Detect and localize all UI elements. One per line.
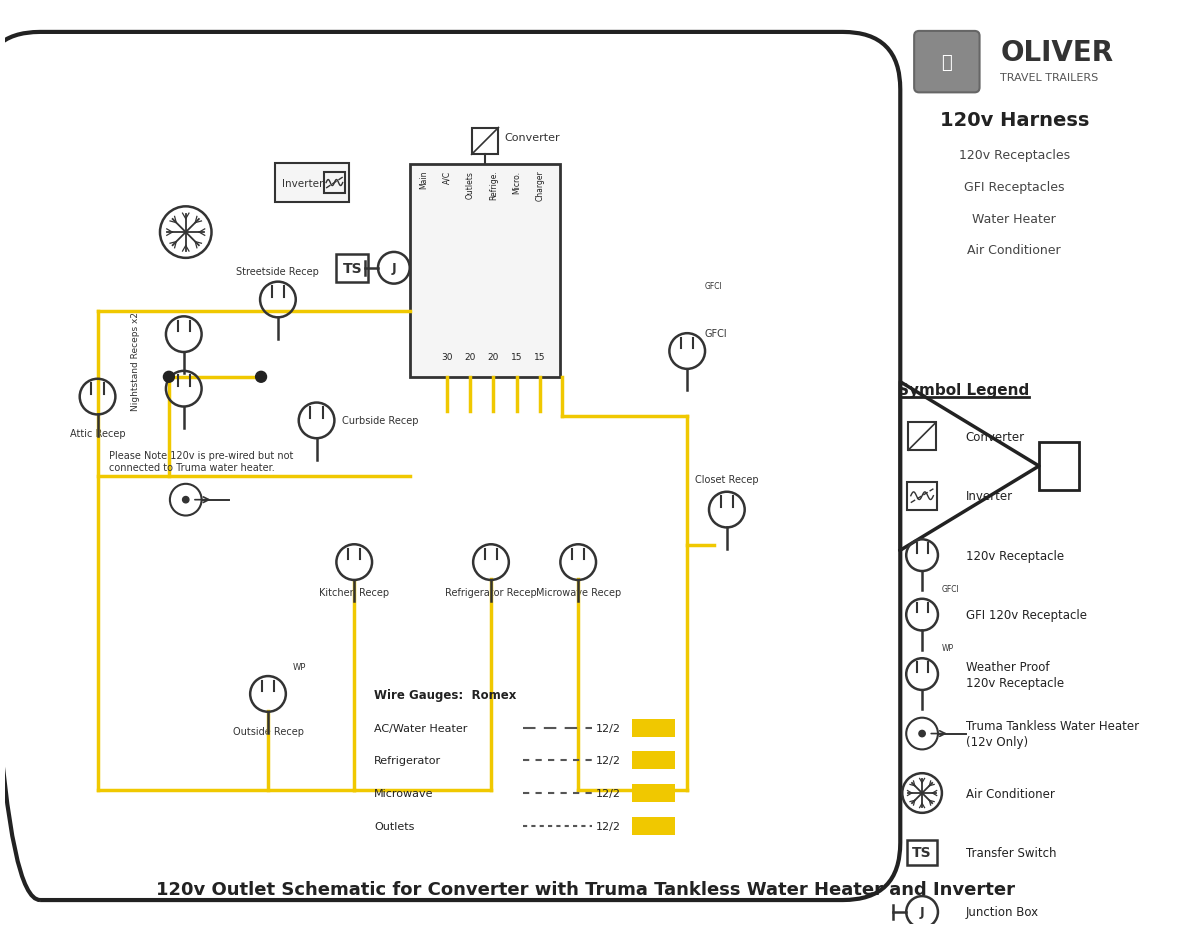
Text: 15: 15 xyxy=(534,353,546,362)
Text: OLIVER: OLIVER xyxy=(1001,39,1114,67)
Text: Attic Recep: Attic Recep xyxy=(70,429,125,439)
Text: ⛵: ⛵ xyxy=(942,54,953,71)
Text: J: J xyxy=(919,906,924,919)
Text: WP: WP xyxy=(293,663,306,671)
Text: 12/2: 12/2 xyxy=(596,723,622,733)
Text: Outside Recep: Outside Recep xyxy=(233,726,304,736)
Text: AC/Water Heater: AC/Water Heater xyxy=(374,723,468,733)
Text: 20: 20 xyxy=(464,353,476,362)
Text: Refrige.: Refrige. xyxy=(488,171,498,200)
Text: GFCI: GFCI xyxy=(706,282,722,290)
Circle shape xyxy=(919,730,925,737)
Text: Kitchen Recep: Kitchen Recep xyxy=(319,587,389,598)
Text: 12/2: 12/2 xyxy=(596,788,622,798)
Text: Water Heater: Water Heater xyxy=(972,213,1056,226)
Text: 15: 15 xyxy=(511,353,522,362)
Circle shape xyxy=(182,497,188,503)
Text: Outlets: Outlets xyxy=(374,821,414,831)
Text: 120v Receptacle: 120v Receptacle xyxy=(966,549,1064,562)
Text: GFI Receptacles: GFI Receptacles xyxy=(964,181,1064,194)
Text: Converter: Converter xyxy=(505,133,560,143)
Text: Please Note 120v is pre-wired but not
connected to Truma water heater.: Please Note 120v is pre-wired but not co… xyxy=(109,451,294,472)
Text: TRAVEL TRAILERS: TRAVEL TRAILERS xyxy=(1001,73,1099,84)
Text: Truma Tankless Water Heater
(12v Only): Truma Tankless Water Heater (12v Only) xyxy=(966,719,1139,748)
FancyBboxPatch shape xyxy=(631,784,676,802)
Text: Symbol Legend: Symbol Legend xyxy=(898,382,1030,397)
Text: 30: 30 xyxy=(442,353,452,362)
Text: Nightstand Receps x2: Nightstand Receps x2 xyxy=(131,312,140,411)
Text: 120v Harness: 120v Harness xyxy=(940,110,1088,130)
Text: Curbside Recep: Curbside Recep xyxy=(342,416,419,426)
Text: GFCI: GFCI xyxy=(942,585,960,593)
Text: Main: Main xyxy=(419,171,428,189)
Text: Streetside Recep: Streetside Recep xyxy=(236,266,319,277)
Text: Microwave Recep: Microwave Recep xyxy=(535,587,620,598)
Text: 12/2: 12/2 xyxy=(596,821,622,831)
Text: Inverter: Inverter xyxy=(282,178,323,188)
Circle shape xyxy=(163,372,174,383)
Text: Inverter: Inverter xyxy=(966,490,1013,503)
FancyBboxPatch shape xyxy=(409,164,560,378)
Text: Air Conditioner: Air Conditioner xyxy=(966,787,1055,800)
Text: Microwave: Microwave xyxy=(374,788,433,798)
Text: Refrigerator Recep: Refrigerator Recep xyxy=(445,587,536,598)
FancyBboxPatch shape xyxy=(631,752,676,769)
Text: TS: TS xyxy=(342,262,362,276)
Text: GFCl: GFCl xyxy=(704,329,727,339)
Text: 120v Receptacles: 120v Receptacles xyxy=(959,149,1070,162)
FancyBboxPatch shape xyxy=(631,817,676,835)
Text: Junction Box: Junction Box xyxy=(966,906,1039,919)
FancyBboxPatch shape xyxy=(275,163,349,203)
Text: TS: TS xyxy=(912,845,932,859)
Text: Transfer Switch: Transfer Switch xyxy=(966,846,1056,859)
Text: Refrigerator: Refrigerator xyxy=(374,755,442,766)
Text: Outlets: Outlets xyxy=(466,171,475,199)
Text: Micro.: Micro. xyxy=(512,171,521,193)
Text: WP: WP xyxy=(942,644,954,652)
Text: J: J xyxy=(391,262,396,275)
Text: Wire Gauges:  Romex: Wire Gauges: Romex xyxy=(374,689,516,702)
Text: 20: 20 xyxy=(487,353,499,362)
Text: Air Conditioner: Air Conditioner xyxy=(967,244,1061,257)
Text: A/C: A/C xyxy=(443,171,451,184)
Text: GFI 120v Receptacle: GFI 120v Receptacle xyxy=(966,609,1087,622)
Text: 120v Outlet Schematic for Converter with Truma Tankless Water Heater and Inverte: 120v Outlet Schematic for Converter with… xyxy=(156,880,1015,898)
Text: Weather Proof
120v Receptacle: Weather Proof 120v Receptacle xyxy=(966,660,1064,689)
FancyBboxPatch shape xyxy=(914,32,979,93)
Text: 12/2: 12/2 xyxy=(596,755,622,766)
Text: Converter: Converter xyxy=(966,431,1025,444)
Text: Charger: Charger xyxy=(535,171,545,201)
FancyBboxPatch shape xyxy=(631,719,676,737)
Circle shape xyxy=(256,372,266,383)
Text: Closet Recep: Closet Recep xyxy=(695,474,758,484)
